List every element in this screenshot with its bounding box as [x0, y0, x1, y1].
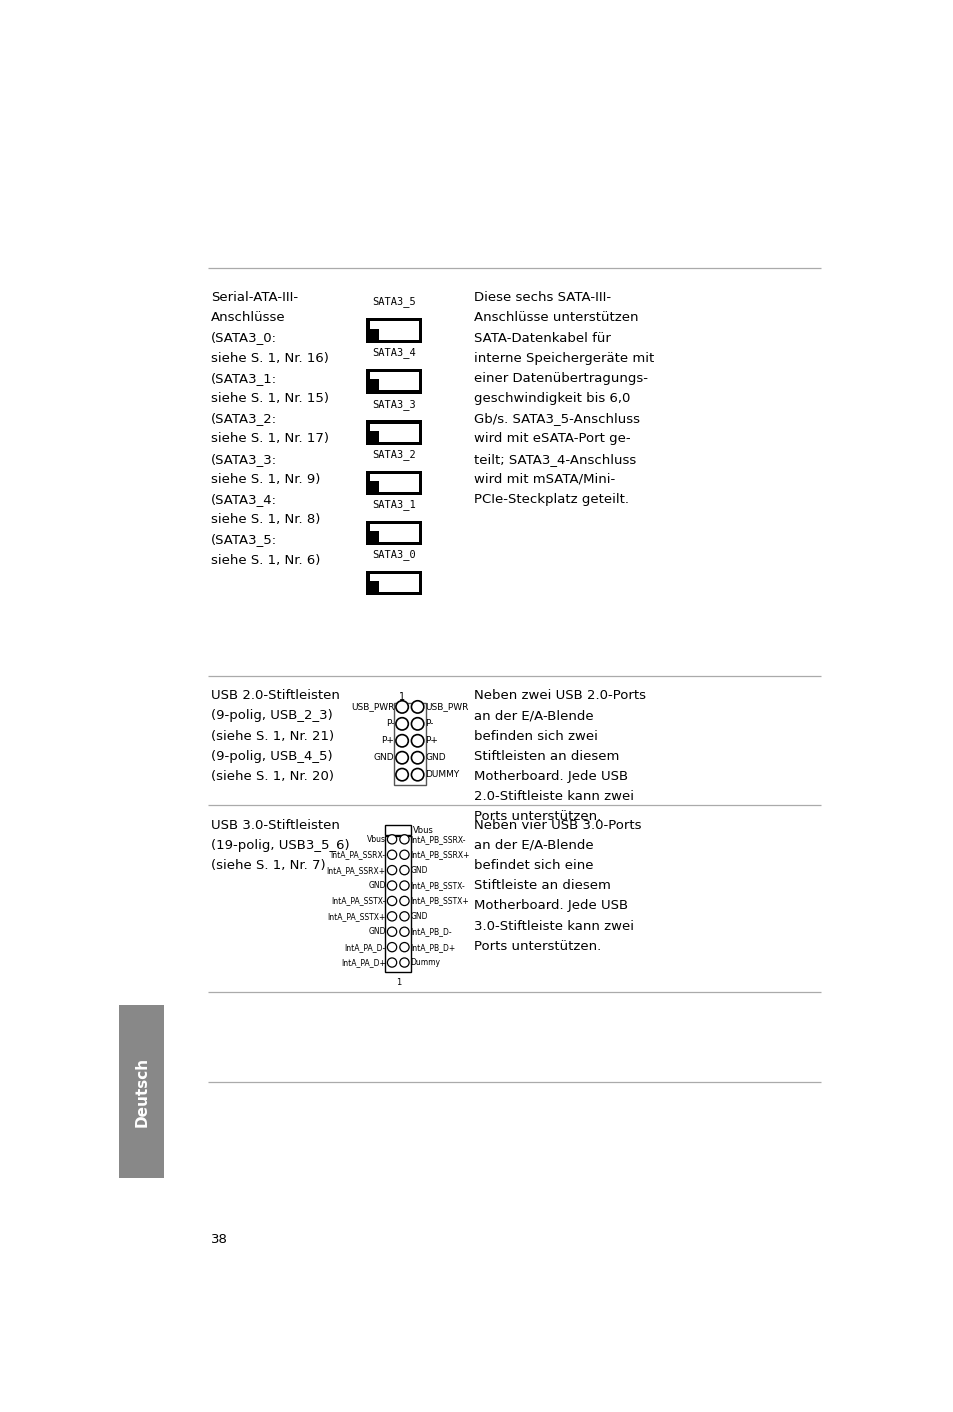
Bar	[369, 431, 379, 442]
Circle shape	[387, 881, 396, 890]
Text: IntA_PA_SSTX+: IntA_PA_SSTX+	[327, 912, 385, 921]
Text: GND: GND	[410, 866, 428, 874]
Circle shape	[399, 881, 409, 890]
Circle shape	[387, 912, 396, 921]
Text: P+: P+	[425, 736, 437, 746]
Bar	[369, 424, 418, 442]
Circle shape	[411, 768, 423, 781]
Text: Diese sechs SATA-III-
Anschlüsse unterstützen
SATA-Datenkabel für
interne Speich: Diese sechs SATA-III- Anschlüsse unterst…	[474, 291, 654, 505]
Text: IntA_PB_D-: IntA_PB_D-	[410, 928, 452, 936]
Circle shape	[387, 957, 396, 967]
Circle shape	[399, 957, 409, 967]
Text: Deutsch: Deutsch	[134, 1056, 149, 1127]
Text: USB 3.0-Stiftleisten
(19-polig, USB3_5_6)
(siehe S. 1, Nr. 7): USB 3.0-Stiftleisten (19-polig, USB3_5_6…	[211, 819, 349, 873]
Text: SATA3_5: SATA3_5	[372, 297, 416, 308]
Text: IntA_PA_SSTX-: IntA_PA_SSTX-	[331, 897, 385, 905]
Text: IntA_PB_SSRX+: IntA_PB_SSRX+	[410, 850, 470, 860]
Text: GND: GND	[425, 753, 446, 762]
Bar	[119, 1005, 164, 1178]
Bar	[369, 531, 379, 542]
Circle shape	[395, 751, 408, 764]
Bar	[369, 524, 418, 542]
Bar	[366, 318, 422, 343]
Bar	[369, 473, 418, 491]
Text: IntA_PB_SSTX-: IntA_PB_SSTX-	[410, 881, 465, 890]
Bar	[366, 369, 422, 394]
Circle shape	[399, 850, 409, 860]
Bar	[366, 421, 422, 445]
Text: SATA3_2: SATA3_2	[372, 449, 416, 460]
Text: Dummy: Dummy	[410, 957, 440, 967]
Text: GND: GND	[368, 928, 385, 936]
Text: GND: GND	[368, 881, 385, 890]
Text: Serial-ATA-III-
Anschlüsse
(SATA3_0:
siehe S. 1, Nr. 16)
(SATA3_1:
siehe S. 1, N: Serial-ATA-III- Anschlüsse (SATA3_0: sie…	[211, 291, 329, 566]
Bar	[385, 825, 411, 836]
Text: IntA_PB_SSTX+: IntA_PB_SSTX+	[410, 897, 469, 905]
Bar	[394, 703, 426, 785]
Bar	[369, 481, 379, 491]
Text: USB 2.0-Stiftleisten
(9-polig, USB_2_3)
(siehe S. 1, Nr. 21)
(9-polig, USB_4_5)
: USB 2.0-Stiftleisten (9-polig, USB_2_3) …	[211, 689, 339, 784]
Circle shape	[399, 943, 409, 952]
Circle shape	[387, 834, 396, 844]
Text: 1: 1	[395, 979, 400, 987]
Circle shape	[411, 751, 423, 764]
Circle shape	[399, 912, 409, 921]
Text: IntA_PB_D+: IntA_PB_D+	[410, 943, 456, 952]
Bar	[366, 521, 422, 545]
Circle shape	[387, 943, 396, 952]
Circle shape	[395, 717, 408, 730]
Circle shape	[395, 700, 408, 713]
Bar	[366, 570, 422, 596]
Circle shape	[411, 717, 423, 730]
Bar	[366, 470, 422, 496]
Text: IntA_PA_D+: IntA_PA_D+	[340, 957, 385, 967]
Text: 1: 1	[398, 692, 405, 702]
Bar	[369, 329, 379, 340]
Text: P-: P-	[425, 719, 434, 729]
Circle shape	[387, 928, 396, 936]
Text: GND: GND	[410, 912, 428, 921]
Text: IntA_PA_SSRX-: IntA_PA_SSRX-	[331, 850, 385, 860]
Text: USB_PWR: USB_PWR	[351, 702, 394, 712]
Bar	[369, 573, 418, 592]
Text: 38: 38	[211, 1233, 228, 1247]
Circle shape	[395, 734, 408, 747]
Circle shape	[411, 700, 423, 713]
Text: IntA_PA_D-: IntA_PA_D-	[344, 943, 385, 952]
Text: IntA_PA_SSRX+: IntA_PA_SSRX+	[326, 866, 385, 874]
Text: Vbus: Vbus	[413, 826, 434, 834]
Circle shape	[399, 928, 409, 936]
Circle shape	[399, 866, 409, 875]
Text: Neben vier USB 3.0-Ports
an der E/A-Blende
befindet sich eine
Stiftleiste an die: Neben vier USB 3.0-Ports an der E/A-Blen…	[474, 819, 641, 953]
Text: USB_PWR: USB_PWR	[425, 702, 468, 712]
Text: IntA_PB_SSRX-: IntA_PB_SSRX-	[410, 834, 466, 844]
Text: SATA3_0: SATA3_0	[372, 549, 416, 561]
Circle shape	[411, 734, 423, 747]
Circle shape	[387, 866, 396, 875]
Text: SATA3_1: SATA3_1	[372, 498, 416, 510]
Bar	[385, 836, 411, 971]
Text: DUMMY: DUMMY	[425, 770, 459, 779]
Circle shape	[399, 897, 409, 905]
Text: SATA3_4: SATA3_4	[372, 347, 416, 359]
Text: P-: P-	[386, 719, 394, 729]
Text: P+: P+	[381, 736, 394, 746]
Bar	[369, 582, 379, 592]
Text: Neben zwei USB 2.0-Ports
an der E/A-Blende
befinden sich zwei
Stiftleisten an di: Neben zwei USB 2.0-Ports an der E/A-Blen…	[474, 689, 645, 823]
Circle shape	[387, 897, 396, 905]
Circle shape	[387, 850, 396, 860]
Bar	[369, 321, 418, 340]
Text: SATA3_3: SATA3_3	[372, 398, 416, 409]
Text: Vbus: Vbus	[367, 834, 385, 844]
Circle shape	[399, 834, 409, 844]
Circle shape	[395, 768, 408, 781]
Text: GND: GND	[374, 753, 394, 762]
Bar	[369, 371, 418, 391]
Bar	[369, 380, 379, 391]
